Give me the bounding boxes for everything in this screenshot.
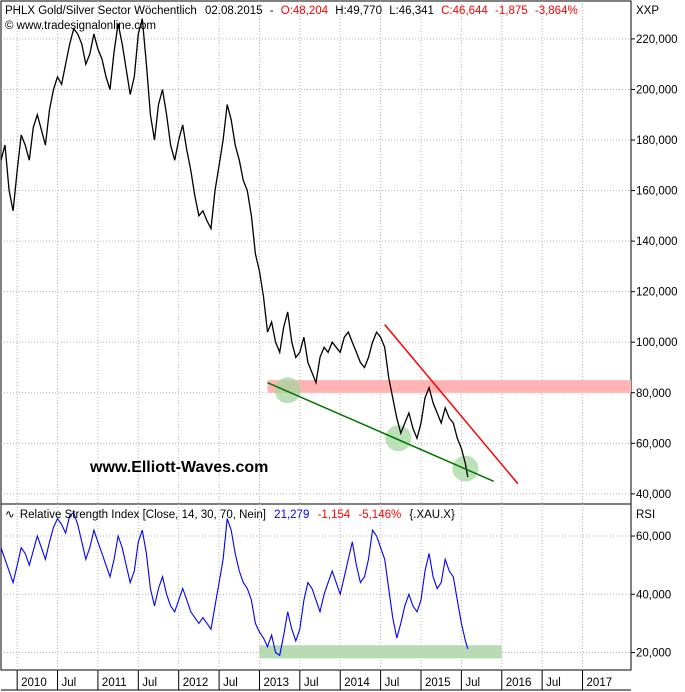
- rsi-y-tick-label: 20,000: [636, 648, 671, 660]
- price-annotations-front: [267, 324, 519, 485]
- rsi-change: -1,154: [318, 509, 351, 521]
- x-tick-label: Jul: [142, 677, 157, 689]
- price-y-tick-label: 180,000: [636, 135, 678, 147]
- price-y-tick-label: 80,000: [636, 388, 671, 400]
- header-date: 02.08.2015: [205, 5, 263, 17]
- x-tick-label: 2015: [425, 677, 451, 689]
- header-close: C:46,644: [441, 5, 488, 17]
- price-panel-frame: [0, 0, 632, 505]
- header-open: O:48,204: [281, 5, 329, 17]
- price-y-tick-label: 40,000: [636, 489, 671, 501]
- rsi-icon: ∿: [5, 509, 15, 521]
- rsi-value: 21,279: [274, 509, 309, 521]
- price-y-axis: 40,000 60,000 80,000 100,000 120,000 140,000 1…: [631, 34, 678, 501]
- x-tick-label: 2012: [183, 677, 209, 689]
- resistance-trendline: [384, 324, 519, 485]
- rsi-axis-label: RSI: [636, 509, 655, 521]
- header-change: -1,875: [495, 5, 528, 17]
- price-annotations-back: [267, 377, 631, 482]
- header-change-pct: -3,864%: [535, 5, 578, 17]
- resistance-zone: [267, 380, 631, 393]
- rsi-panel-frame: [0, 503, 632, 671]
- price-y-tick-label: 120,000: [636, 287, 678, 299]
- header-high: H:49,770: [335, 5, 382, 17]
- chart-title: PHLX Gold/Silver Sector Wöchentlich: [5, 5, 197, 17]
- rsi-y-tick-label: 60,000: [636, 531, 671, 543]
- symbol-label: XXP: [636, 5, 659, 17]
- rsi-change-pct: -5,146%: [358, 509, 401, 521]
- x-tick-label: Jul: [223, 677, 238, 689]
- price-y-tick-label: 100,000: [636, 337, 678, 349]
- price-header: PHLX Gold/Silver Sector Wöchentlich 02.0…: [5, 5, 578, 17]
- price-y-tick-label: 160,000: [636, 186, 678, 198]
- watermark: www.Elliott-Waves.com: [89, 459, 268, 476]
- price-y-tick-label: 200,000: [636, 84, 678, 96]
- x-tick-label: Jul: [62, 677, 77, 689]
- price-y-tick-label: 60,000: [636, 438, 671, 450]
- rsi-grid: [1, 504, 631, 670]
- date-axis: 2010 Jul 2011 Jul 2012 Jul 2013 Jul 2014 Jul 2015 J…: [16, 670, 613, 690]
- oversold-zone: [259, 645, 502, 659]
- x-tick-label: 2016: [506, 677, 532, 689]
- x-tick-label: 2014: [344, 677, 370, 689]
- rsi-header: ∿ Relative Strength Index [Close, 14, 30…: [5, 509, 455, 521]
- support-touch-circle: [385, 425, 412, 452]
- x-tick-label: 2010: [21, 677, 47, 689]
- x-tick-label: Jul: [546, 677, 561, 689]
- rsi-annotations: [259, 645, 502, 659]
- header-low: L:46,341: [389, 5, 434, 17]
- support-trendline: [267, 381, 494, 482]
- rsi-label: Relative Strength Index [Close, 14, 30, …: [20, 509, 266, 521]
- price-y-tick-label: 140,000: [636, 236, 678, 248]
- rsi-series: [0, 511, 469, 657]
- x-tick-label: 2013: [263, 677, 289, 689]
- x-tick-label: Jul: [304, 677, 319, 689]
- support-touch-circle: [274, 377, 301, 404]
- rsi-line: [0, 511, 469, 657]
- x-tick-label: 2011: [102, 677, 127, 689]
- price-line: [0, 18, 469, 478]
- rsi-y-tick-label: 40,000: [636, 589, 671, 601]
- x-tick-label: Jul: [385, 677, 400, 689]
- source-label: © www.tradesignalonline.com: [5, 20, 156, 32]
- rsi-y-axis: 20,000 40,000 60,000: [631, 531, 671, 660]
- x-tick-label: 2017: [587, 677, 613, 689]
- price-grid: [1, 1, 631, 504]
- price-y-tick-label: 220,000: [636, 34, 678, 46]
- x-tick-label: Jul: [465, 677, 480, 689]
- price-series: [0, 18, 469, 478]
- rsi-symbol: {.XAU.X}: [409, 509, 455, 521]
